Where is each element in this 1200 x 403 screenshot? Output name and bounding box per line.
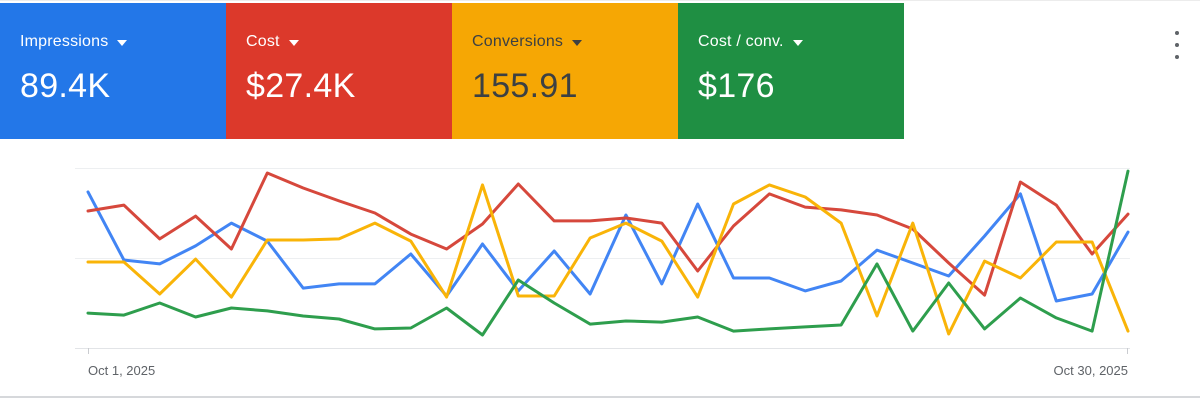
- scorecard-conversions[interactable]: Conversions 155.91: [452, 3, 678, 139]
- cost-line: [86, 171, 1130, 297]
- dropdown-arrow-icon: [117, 40, 128, 46]
- performance-time-series-chart: Oct 1, 2025 Oct 30, 2025: [0, 141, 1200, 391]
- metric-selector-cost[interactable]: Cost: [246, 33, 452, 51]
- metric-scorecards: Impressions 89.4K Cost $27.4K Conversion…: [0, 3, 904, 139]
- scorecard-cost[interactable]: Cost $27.4K: [226, 3, 452, 139]
- conversions-line: [86, 183, 1130, 336]
- metric-label: Conversions: [472, 33, 564, 50]
- scorecard-impressions[interactable]: Impressions 89.4K: [0, 3, 226, 139]
- scorecard-cost-per-conv[interactable]: Cost / conv. $176: [678, 3, 904, 139]
- chart-lines: [86, 169, 1130, 337]
- gridline-middle: [75, 258, 1130, 259]
- x-axis-start-label: Oct 1, 2025: [88, 363, 156, 378]
- dropdown-arrow-icon: [288, 40, 299, 46]
- metric-value: $27.4K: [246, 67, 356, 105]
- bottom-divider: [0, 396, 1200, 398]
- overflow-menu-icon[interactable]: [1170, 31, 1184, 59]
- metric-value: 155.91: [472, 67, 578, 105]
- gridline-top: [75, 168, 1130, 169]
- metric-selector-impressions[interactable]: Impressions: [20, 33, 226, 51]
- metric-label: Cost / conv.: [698, 33, 784, 50]
- metric-value: 89.4K: [20, 67, 111, 105]
- metric-label: Impressions: [20, 33, 109, 50]
- axis-tick-start: [88, 348, 89, 354]
- dropdown-arrow-icon: [572, 40, 583, 46]
- x-axis-line: [75, 348, 1130, 349]
- metric-label: Cost: [246, 33, 280, 50]
- metric-selector-cost-per-conv[interactable]: Cost / conv.: [698, 33, 904, 51]
- cost-conv--line: [86, 169, 1130, 337]
- axis-tick-end: [1127, 348, 1128, 354]
- x-axis-end-label: Oct 30, 2025: [1053, 363, 1128, 378]
- dropdown-arrow-icon: [792, 40, 803, 46]
- metric-selector-conversions[interactable]: Conversions: [472, 33, 678, 51]
- metric-value: $176: [698, 67, 775, 105]
